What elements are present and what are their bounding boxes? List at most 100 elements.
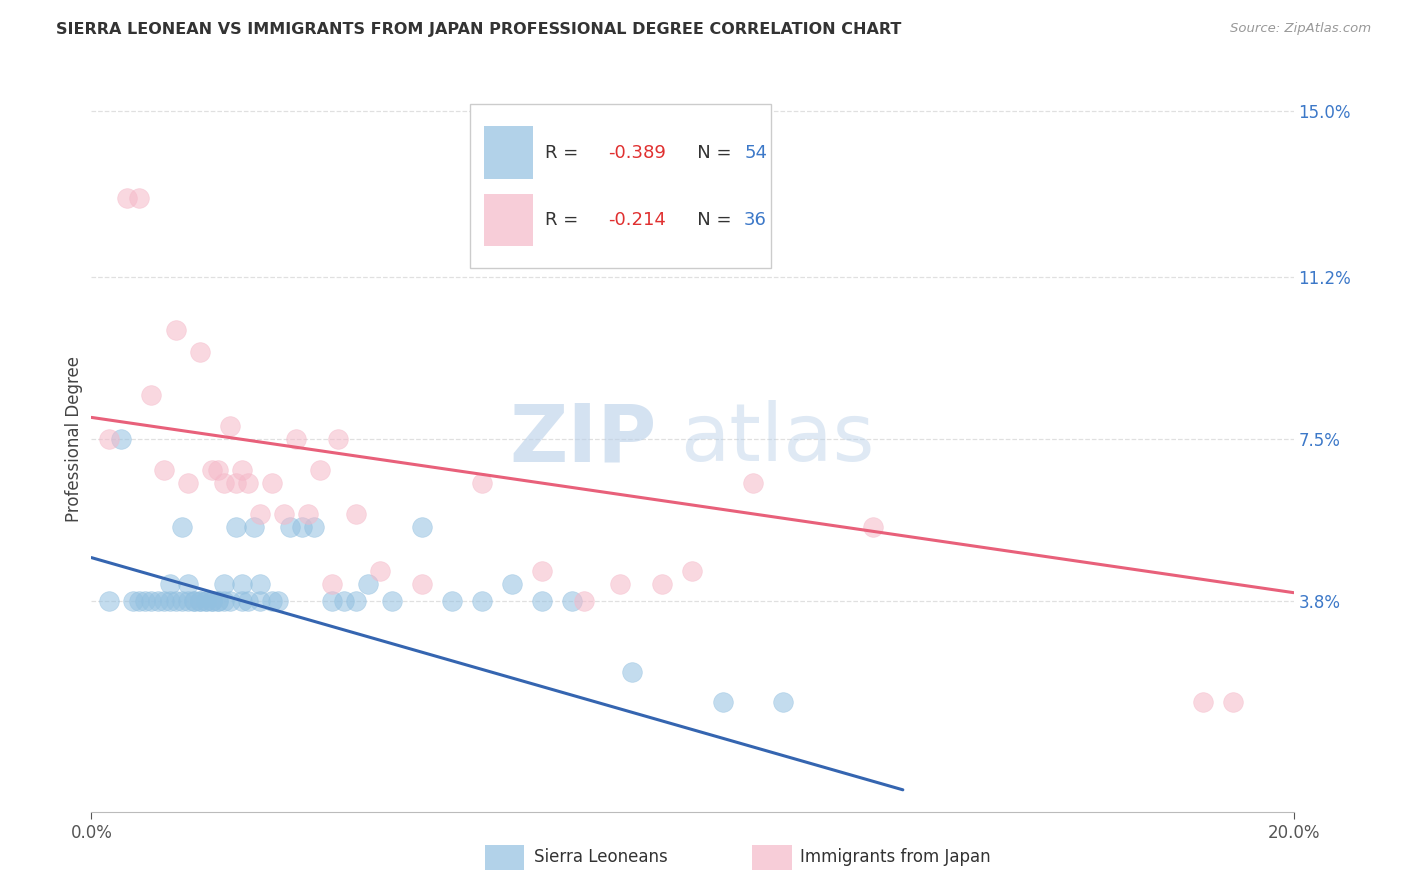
Point [308, 463, 330, 477]
Point [411, 577, 433, 591]
Point [501, 577, 523, 591]
Point [146, 594, 169, 608]
Point [741, 476, 763, 491]
Point [170, 594, 193, 608]
Point [98, 594, 121, 608]
Point [297, 507, 319, 521]
Point [231, 577, 253, 591]
Point [344, 507, 367, 521]
Point [188, 594, 211, 608]
Bar [485, 127, 533, 178]
Point [152, 463, 174, 477]
Text: N =: N = [681, 144, 738, 161]
Point [225, 520, 247, 534]
Point [212, 476, 235, 491]
Point [176, 476, 198, 491]
Point [98, 433, 121, 447]
Point [260, 594, 283, 608]
Text: atlas: atlas [681, 401, 875, 478]
Point [609, 577, 631, 591]
Point [651, 577, 673, 591]
Point [170, 520, 193, 534]
Point [225, 476, 247, 491]
Point [236, 594, 259, 608]
Point [194, 594, 217, 608]
Point [357, 577, 380, 591]
Point [862, 520, 884, 534]
Point [249, 507, 271, 521]
Text: SIERRA LEONEAN VS IMMIGRANTS FROM JAPAN PROFESSIONAL DEGREE CORRELATION CHART: SIERRA LEONEAN VS IMMIGRANTS FROM JAPAN … [56, 22, 901, 37]
Point [183, 594, 205, 608]
Point [231, 594, 253, 608]
Point [201, 463, 224, 477]
Point [333, 594, 356, 608]
Point [621, 665, 644, 679]
Point [273, 507, 295, 521]
Point [165, 323, 187, 337]
Point [117, 191, 139, 205]
Point [188, 594, 211, 608]
Point [194, 594, 217, 608]
Point [176, 577, 198, 591]
Point [218, 419, 240, 434]
Point [236, 476, 259, 491]
FancyBboxPatch shape [470, 104, 770, 268]
Text: -0.214: -0.214 [609, 211, 666, 228]
Point [231, 463, 253, 477]
Point [207, 594, 229, 608]
Text: Immigrants from Japan: Immigrants from Japan [800, 848, 991, 866]
Point [291, 520, 314, 534]
Point [344, 594, 367, 608]
Text: R =: R = [544, 144, 583, 161]
Point [201, 594, 224, 608]
Bar [485, 194, 533, 245]
Point [321, 577, 343, 591]
Point [159, 577, 181, 591]
Point [711, 695, 734, 709]
Point [128, 594, 150, 608]
Point [201, 594, 224, 608]
Point [368, 564, 391, 578]
Text: ZIP: ZIP [509, 401, 657, 478]
Point [531, 594, 554, 608]
Text: Source: ZipAtlas.com: Source: ZipAtlas.com [1230, 22, 1371, 36]
Point [152, 594, 174, 608]
Point [159, 594, 181, 608]
Point [242, 520, 264, 534]
Point [278, 520, 301, 534]
Point [772, 695, 794, 709]
Point [440, 594, 463, 608]
Point [212, 577, 235, 591]
Point [141, 388, 163, 402]
Point [134, 594, 156, 608]
Point [165, 594, 187, 608]
Point [574, 594, 596, 608]
Point [326, 433, 349, 447]
Text: 36: 36 [744, 211, 768, 228]
Point [207, 594, 229, 608]
Point [471, 594, 494, 608]
Point [110, 433, 132, 447]
Point [183, 594, 205, 608]
Point [681, 564, 703, 578]
Point [1192, 695, 1215, 709]
Point [128, 191, 150, 205]
Point [260, 476, 283, 491]
Point [531, 564, 554, 578]
Text: Sierra Leoneans: Sierra Leoneans [534, 848, 668, 866]
Point [471, 476, 494, 491]
Text: N =: N = [681, 211, 738, 228]
Point [122, 594, 145, 608]
Point [284, 433, 307, 447]
Point [411, 520, 433, 534]
Point [141, 594, 163, 608]
Point [207, 463, 229, 477]
Point [381, 594, 404, 608]
Point [1222, 695, 1244, 709]
Point [212, 594, 235, 608]
Y-axis label: Professional Degree: Professional Degree [65, 356, 83, 523]
Point [321, 594, 343, 608]
Point [218, 594, 240, 608]
Point [188, 344, 211, 359]
Point [267, 594, 290, 608]
